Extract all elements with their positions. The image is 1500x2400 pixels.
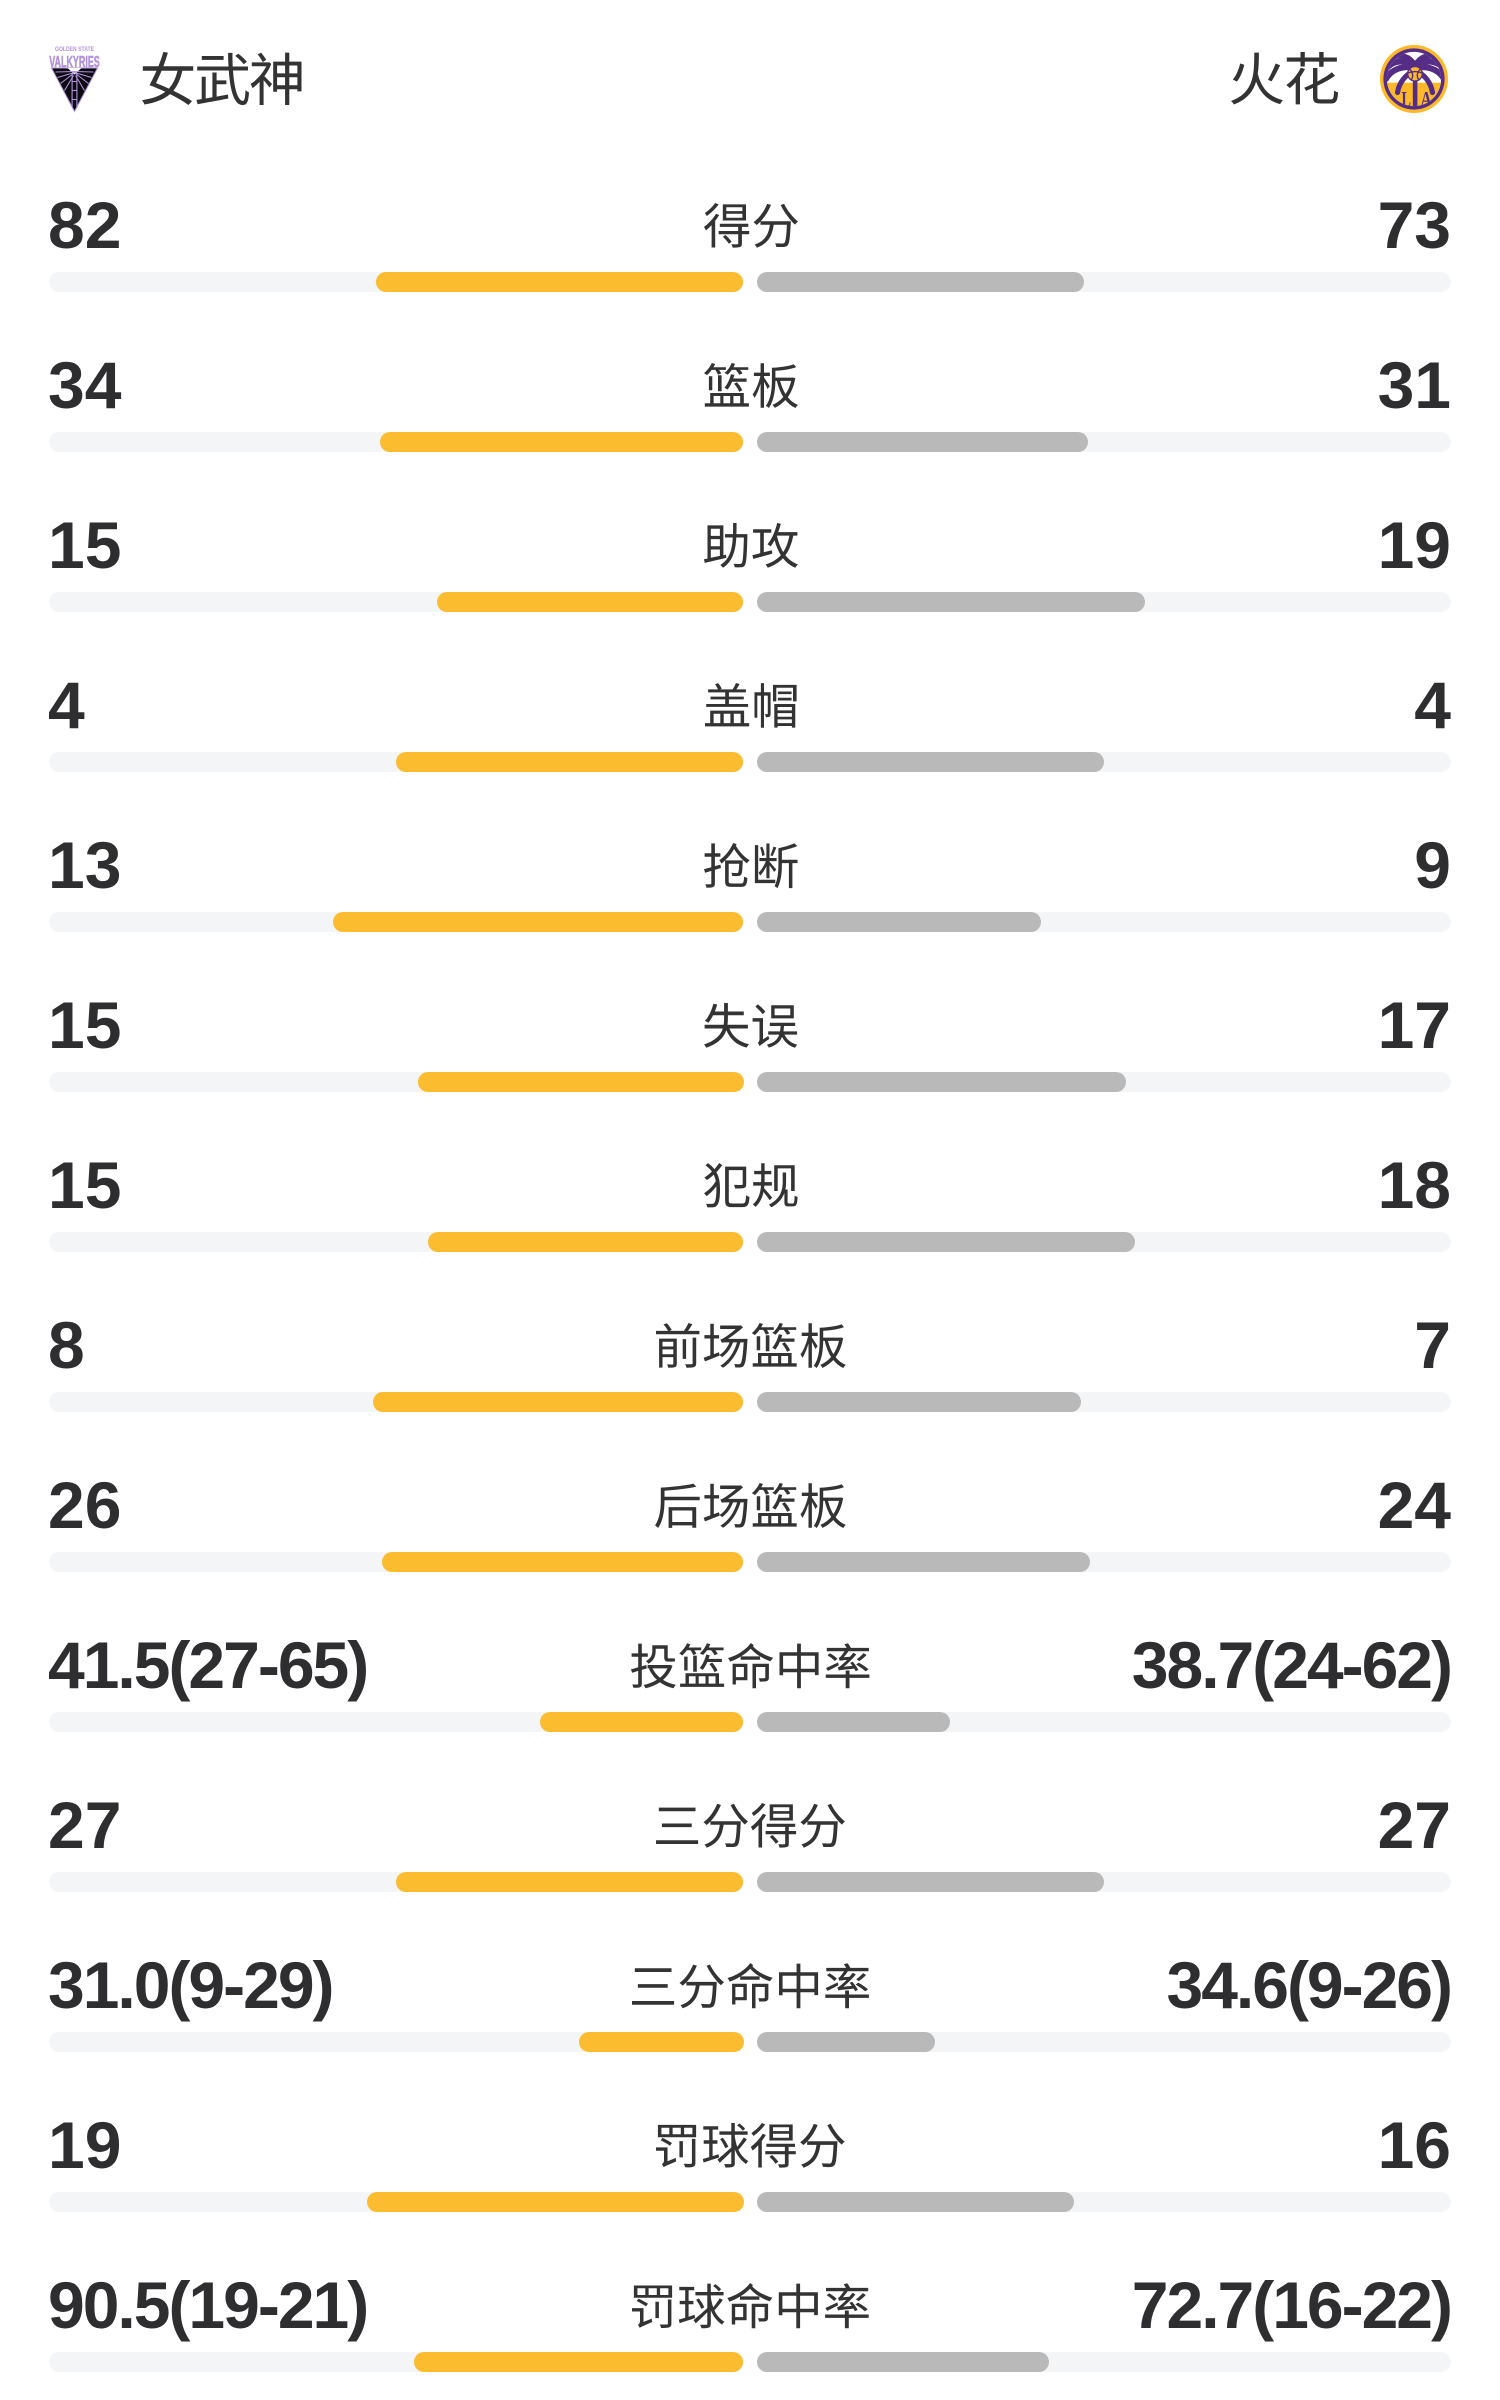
svg-text:A: A (1421, 86, 1433, 111)
svg-text:GOLDEN STATE: GOLDEN STATE (55, 46, 95, 53)
svg-text:VALKYRIES: VALKYRIES (49, 54, 100, 71)
svg-text:L: L (1402, 86, 1412, 111)
